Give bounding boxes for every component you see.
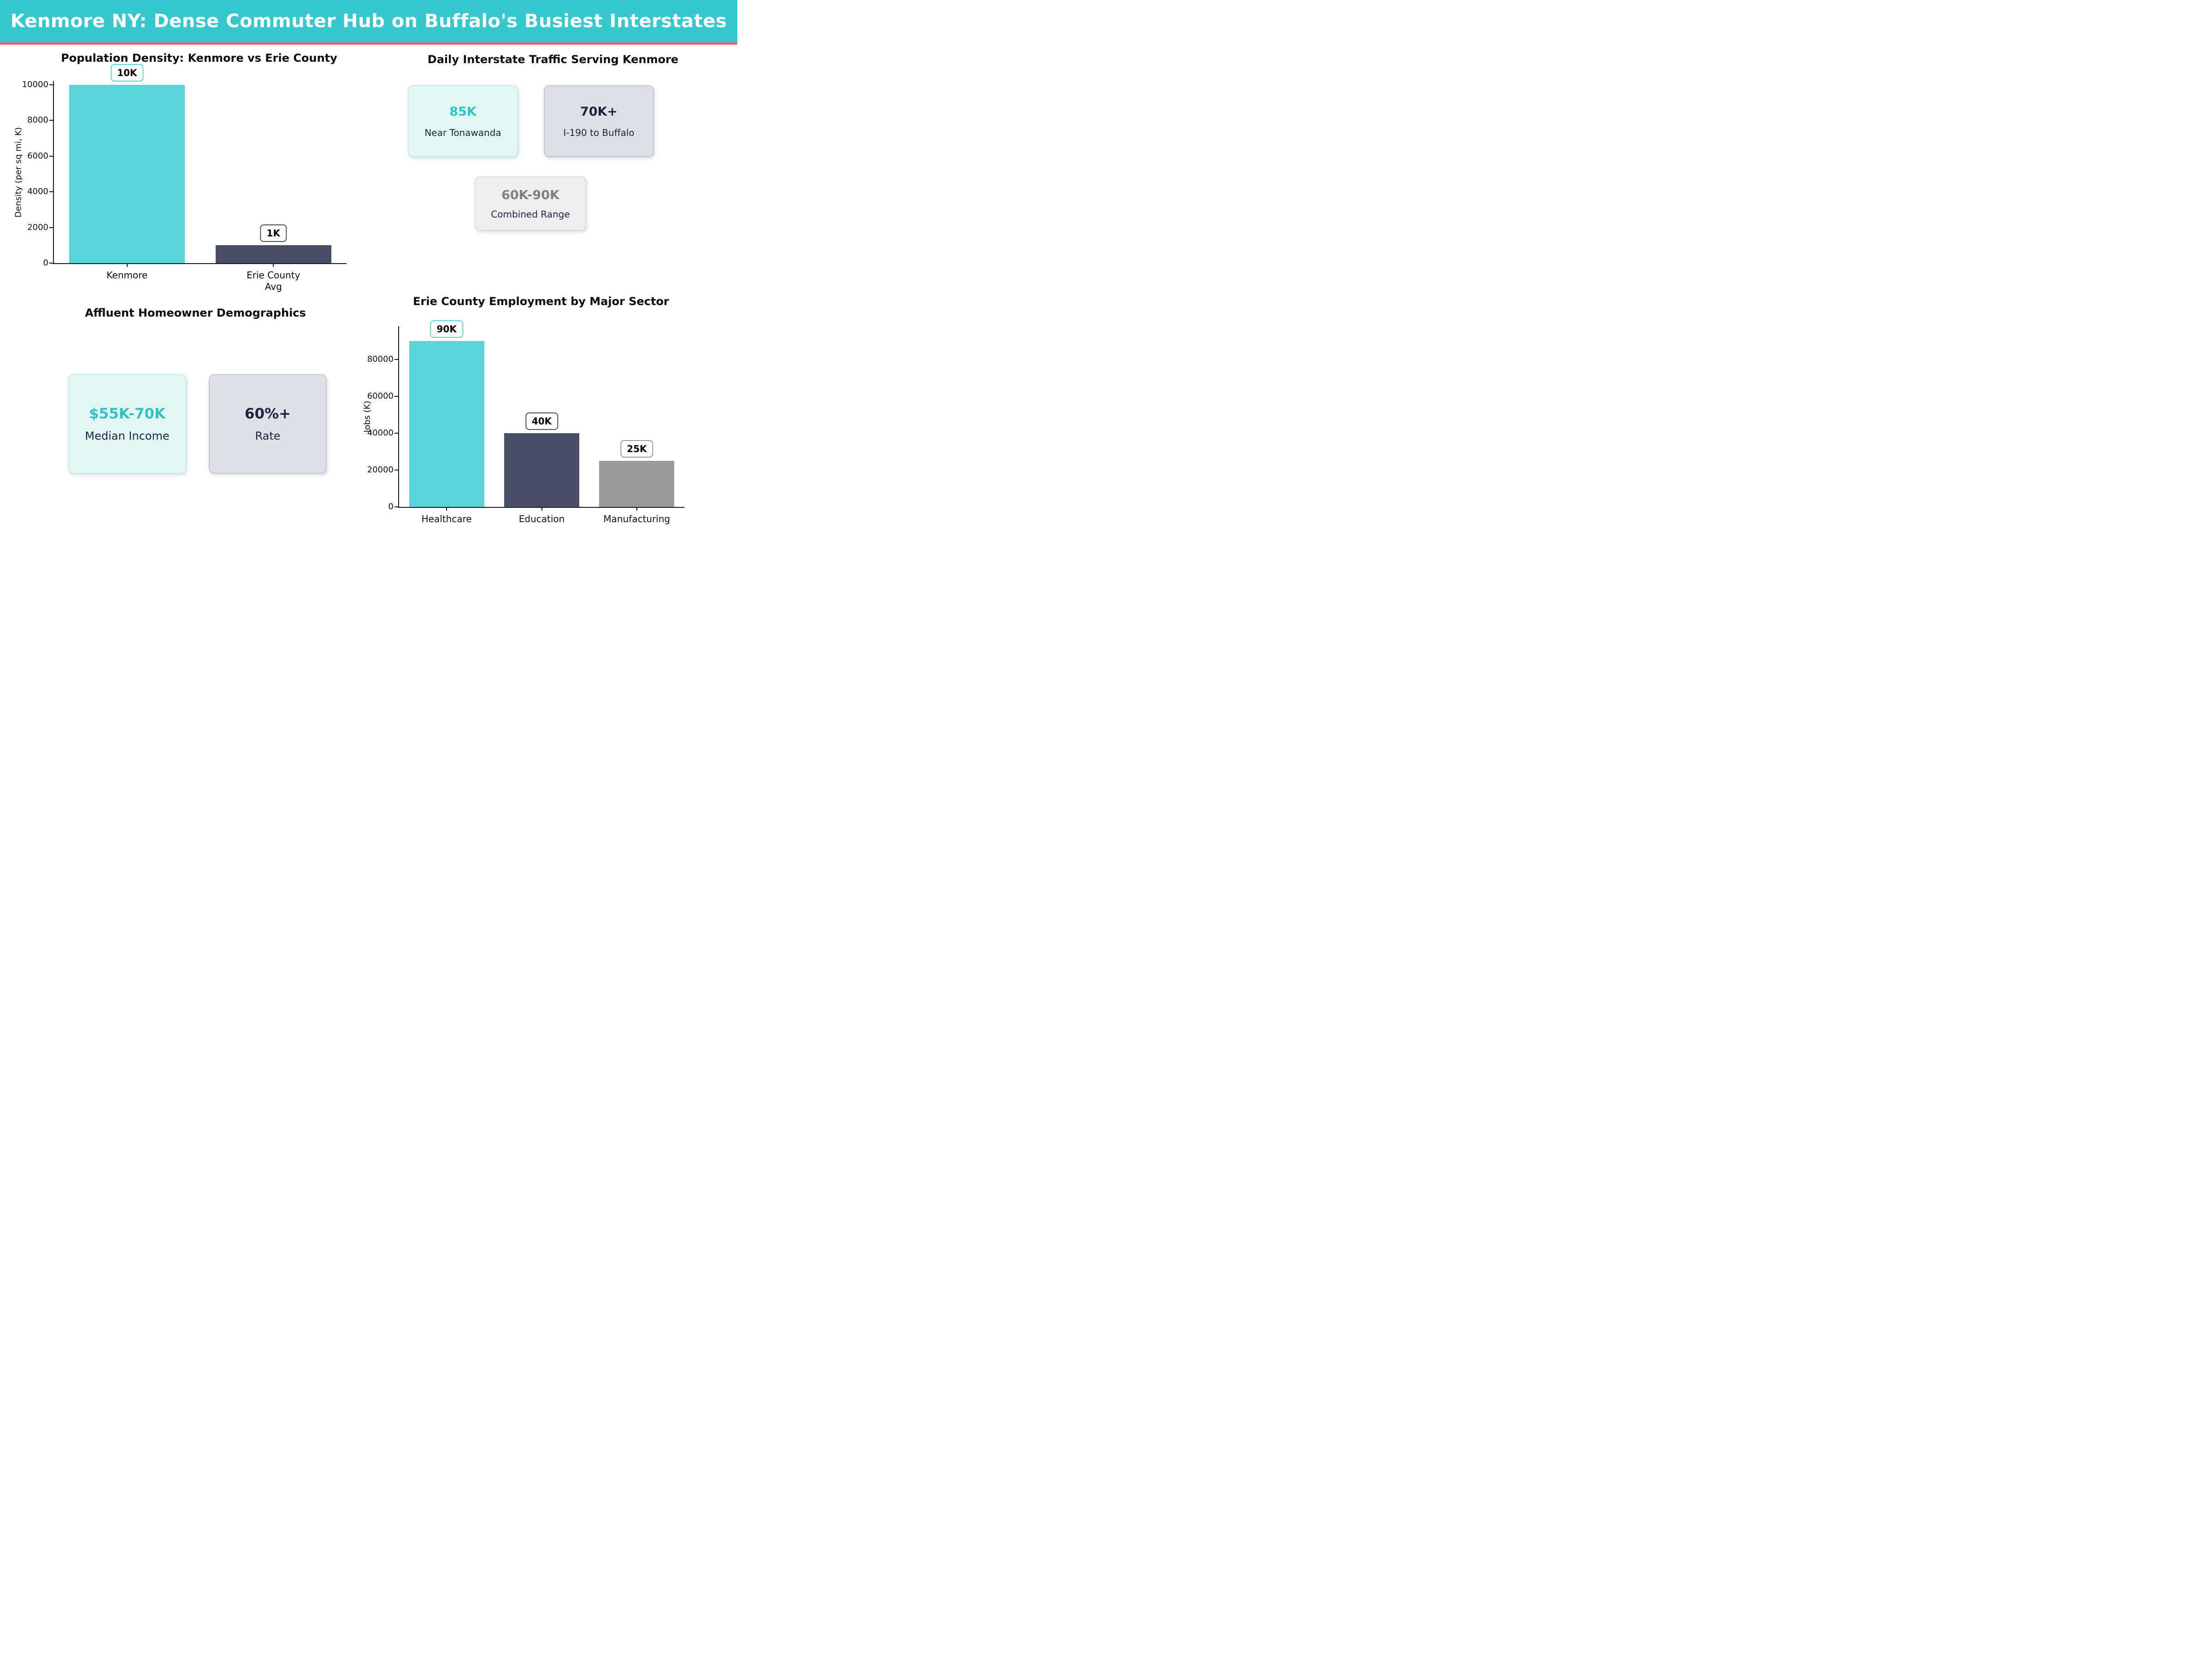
bar-value-badge: 90K (430, 320, 463, 338)
stat-card-combined-range: 60K-90K Combined Range (475, 176, 586, 231)
y-axis-tick-mark (394, 506, 398, 507)
y-axis-tick-mark (49, 84, 53, 85)
employment-chart: Erie County Employment by Major Sector J… (363, 283, 737, 553)
bar-healthcare (409, 341, 484, 507)
y-axis-tick-label: 20000 (367, 465, 394, 475)
stat-card-near-tonawanda: 85K Near Tonawanda (408, 85, 518, 157)
y-axis-tick-mark (49, 155, 53, 157)
stat-label: Rate (255, 429, 281, 442)
stat-label: Combined Range (491, 208, 570, 220)
x-axis-tick-mark (541, 507, 542, 511)
x-axis-tick-label: Education (518, 513, 565, 524)
bar-manufacturing (599, 461, 675, 507)
stat-label: I-190 to Buffalo (563, 127, 635, 138)
y-axis-tick-mark (49, 263, 53, 264)
x-axis-tick-mark (446, 507, 447, 511)
panel-title: Daily Interstate Traffic Serving Kenmore (427, 53, 679, 66)
y-axis-tick-label: 40000 (367, 428, 394, 438)
plot-area: Density (per sq mi, K) 0 2000 4000 6000 8000… (14, 64, 347, 292)
demographics-panel: Affluent Homeowner Demographics $55K-70K… (0, 283, 369, 553)
x-axis-tick-label: Kenmore (106, 270, 148, 281)
bar-value-badge: 25K (620, 440, 653, 458)
x-axis-tick-label: Healthcare (421, 513, 472, 524)
y-axis-tick-mark (394, 433, 398, 434)
bar-kenmore (69, 84, 185, 263)
y-axis-tick-mark (394, 359, 398, 360)
x-axis-tick-label: Manufacturing (603, 513, 671, 524)
stat-card-median-income: $55K-70K Median Income (68, 374, 186, 474)
dashboard: Kenmore NY: Dense Commuter Hub on Buffal… (0, 0, 737, 553)
stat-value: 60%+ (244, 406, 291, 422)
y-axis-label: Density (per sq mi, K) (13, 127, 24, 218)
stat-value: 70K+ (580, 104, 618, 119)
x-axis-tick-mark (273, 263, 274, 267)
y-axis-tick-label: 60000 (367, 391, 394, 401)
stat-label: Near Tonawanda (424, 127, 501, 138)
panel-title: Affluent Homeowner Demographics (85, 306, 306, 319)
x-axis-tick-mark (636, 507, 637, 511)
y-axis-tick-label: 10000 (22, 79, 48, 89)
y-axis-tick-mark (49, 191, 53, 193)
x-axis-tick-label: Erie County Avg (247, 270, 300, 292)
bar-value-badge: 1K (260, 224, 287, 242)
chart-title: Population Density: Kenmore vs Erie Coun… (61, 52, 337, 65)
x-axis-tick-mark (126, 263, 128, 267)
y-axis-tick-label: 4000 (27, 187, 48, 197)
bar-value-badge: 10K (111, 64, 144, 82)
header-banner: Kenmore NY: Dense Commuter Hub on Buffal… (0, 0, 737, 42)
traffic-panel: Daily Interstate Traffic Serving Kenmore… (369, 45, 737, 283)
y-axis-tick-mark (49, 227, 53, 228)
bar-value-badge: 40K (525, 412, 559, 430)
plot-area: Jobs (K) 0 20000 40000 60000 80000 90K Healthc… (363, 320, 684, 524)
y-axis-tick-mark (394, 470, 398, 471)
y-axis-tick-label: 6000 (27, 151, 48, 161)
y-axis-tick-label: 2000 (27, 222, 48, 232)
stat-value: 85K (449, 104, 477, 119)
y-axis-tick-mark (394, 396, 398, 397)
stat-card-i190: 70K+ I-190 to Buffalo (544, 85, 654, 157)
y-axis-tick-label: 8000 (27, 115, 48, 125)
header-divider (0, 42, 737, 45)
y-axis-tick-mark (49, 120, 53, 121)
stat-value: $55K-70K (88, 406, 166, 422)
stat-card-homeowner-rate: 60%+ Rate (209, 374, 327, 474)
y-axis-tick-label: 0 (43, 258, 48, 268)
chart-title: Erie County Employment by Major Sector (413, 295, 669, 308)
stat-value: 60K-90K (501, 188, 559, 202)
y-axis-tick-label: 80000 (367, 354, 394, 364)
bar-erie-county (215, 245, 331, 263)
bar-education (504, 433, 579, 507)
stat-label: Median Income (85, 429, 170, 442)
page-title: Kenmore NY: Dense Commuter Hub on Buffal… (10, 11, 727, 32)
population-density-chart: Population Density: Kenmore vs Erie Coun… (0, 45, 369, 292)
y-axis-tick-label: 0 (388, 502, 394, 512)
